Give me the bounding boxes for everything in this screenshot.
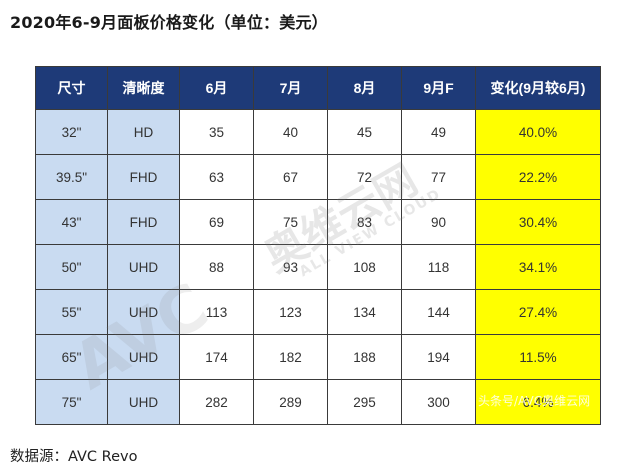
cell-july: 123 [253,289,328,335]
cell-september: 77 [401,154,476,200]
header-june: 6月 [179,66,254,110]
cell-september: 144 [401,289,476,335]
cell-resolution: UHD [107,289,180,335]
table-row: 43" FHD 69 75 83 90 30.4% [35,199,601,245]
cell-size: 39.5" [35,154,108,200]
cell-size: 32" [35,109,108,155]
cell-change: 34.1% [475,244,601,290]
cell-resolution: FHD [107,199,180,245]
cell-size: 43" [35,199,108,245]
cell-june: 63 [179,154,254,200]
cell-resolution: FHD [107,154,180,200]
cell-change: 40.0% [475,109,601,155]
table-row: 50" UHD 88 93 108 118 34.1% [35,244,601,290]
cell-size: 55" [35,289,108,335]
price-table: 尺寸 清晰度 6月 7月 8月 9月F 变化(9月较6月) 32" HD 35 40 4… [35,66,601,425]
header-size: 尺寸 [35,66,108,110]
cell-june: 282 [179,379,254,425]
cell-september: 90 [401,199,476,245]
cell-july: 93 [253,244,328,290]
table-row: 32" HD 35 40 45 49 40.0% [35,109,601,155]
cell-june: 35 [179,109,254,155]
cell-resolution: UHD [107,379,180,425]
cell-september: 49 [401,109,476,155]
cell-august: 108 [327,244,402,290]
cell-august: 45 [327,109,402,155]
cell-resolution: UHD [107,244,180,290]
cell-change: 11.5% [475,334,601,380]
cell-july: 67 [253,154,328,200]
table-row: 39.5" FHD 63 67 72 77 22.2% [35,154,601,200]
cell-june: 88 [179,244,254,290]
table-header-row: 尺寸 清晰度 6月 7月 8月 9月F 变化(9月较6月) [35,66,601,110]
table-row: 75" UHD 282 289 295 300 6.4% [35,379,601,425]
header-change: 变化(9月较6月) [475,66,601,110]
cell-july: 40 [253,109,328,155]
cell-change: 6.4% [475,379,601,425]
cell-size: 65" [35,334,108,380]
header-august: 8月 [327,66,402,110]
cell-june: 69 [179,199,254,245]
cell-august: 188 [327,334,402,380]
header-july: 7月 [253,66,328,110]
cell-resolution: HD [107,109,180,155]
page-title: 2020年6-9月面板价格变化（单位：美元） [10,13,328,32]
cell-size: 75" [35,379,108,425]
cell-change: 22.2% [475,154,601,200]
cell-july: 75 [253,199,328,245]
header-september-forecast: 9月F [401,66,476,110]
cell-june: 174 [179,334,254,380]
cell-august: 134 [327,289,402,335]
cell-july: 289 [253,379,328,425]
data-source: 数据源：AVC Revo [10,449,138,465]
cell-september: 300 [401,379,476,425]
cell-august: 83 [327,199,402,245]
cell-resolution: UHD [107,334,180,380]
cell-august: 295 [327,379,402,425]
cell-june: 113 [179,289,254,335]
cell-change: 30.4% [475,199,601,245]
cell-september: 194 [401,334,476,380]
header-resolution: 清晰度 [107,66,180,110]
cell-size: 50" [35,244,108,290]
table-row: 65" UHD 174 182 188 194 11.5% [35,334,601,380]
cell-september: 118 [401,244,476,290]
cell-august: 72 [327,154,402,200]
cell-change: 27.4% [475,289,601,335]
cell-july: 182 [253,334,328,380]
price-table-container: 尺寸 清晰度 6月 7月 8月 9月F 变化(9月较6月) 32" HD 35 40 4… [35,66,601,425]
table-row: 55" UHD 113 123 134 144 27.4% [35,289,601,335]
